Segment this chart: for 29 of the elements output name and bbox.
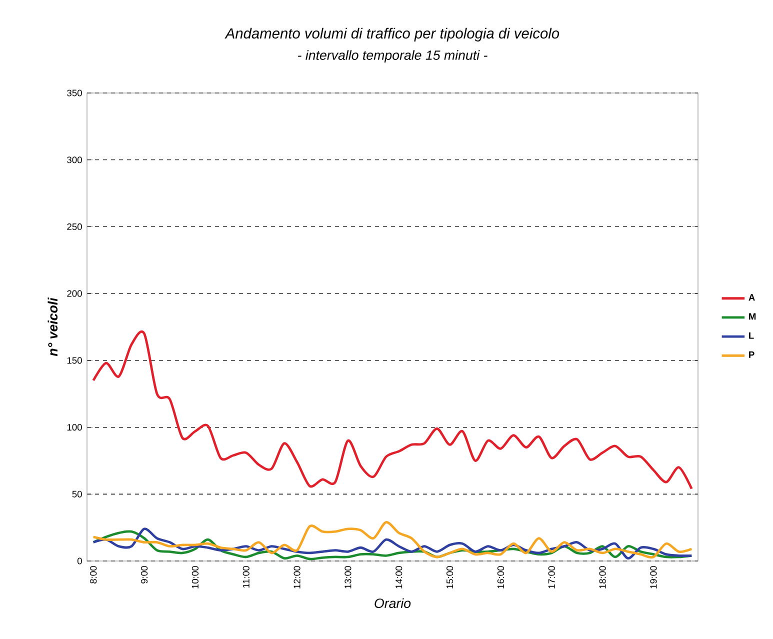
y-tick-label: 50 [72,490,82,498]
x-tick-label: 13:00 [344,566,352,588]
y-tick-label: 250 [67,223,82,230]
y-tick-label: 350 [67,90,82,96]
x-tick-label: 11:00 [242,566,250,588]
chart-title: Andamento volumi di traffico per tipologia di veicolo [224,28,560,42]
x-axis-title: Orario [374,598,411,608]
x-tick-label: 15:00 [446,566,454,588]
legend-label: A [748,294,755,301]
x-tick-label: 18:00 [599,566,606,588]
x-tick-label: 8:00 [90,566,97,584]
x-tick-label: 10:00 [192,566,198,588]
x-tick-label: 14:00 [396,566,402,588]
chart-subtitle: - intervallo temporale 15 minuti - [298,50,488,63]
y-tick-label: 200 [67,290,82,297]
legend-label: P [749,351,754,358]
y-tick-label: 300 [67,156,82,164]
y-tick-label: 100 [67,424,82,431]
x-tick-label: 9:00 [140,566,148,584]
y-tick-label: 150 [67,357,82,364]
legend-label: L [749,332,754,339]
x-tick-label: 19:00 [650,566,657,588]
x-tick-label: 16:00 [497,566,504,588]
y-tick-label: 0 [77,558,82,564]
x-tick-label: 17:00 [548,566,555,588]
x-tick-label: 12:00 [294,566,300,588]
line-series [92,521,693,558]
y-axis-title: n° veicoli [48,297,58,356]
legend-label: M [749,313,756,320]
